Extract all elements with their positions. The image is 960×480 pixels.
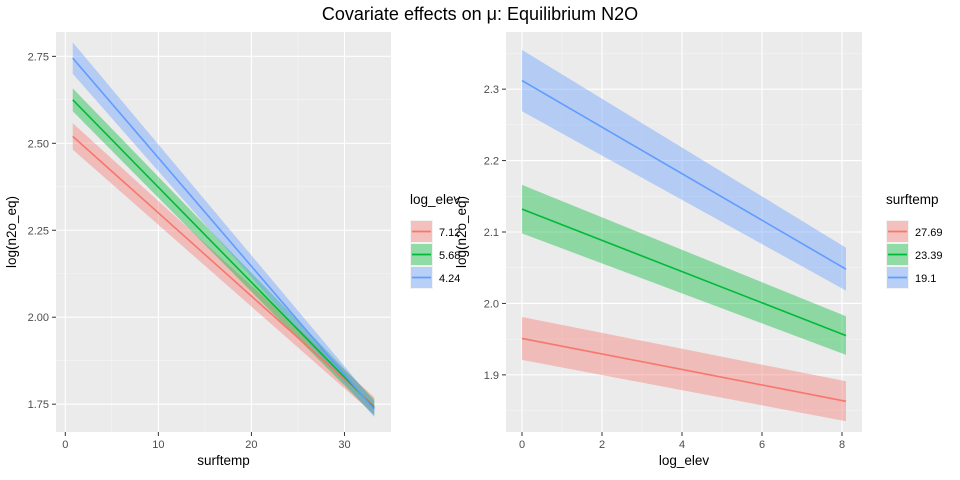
series-line — [72, 135, 375, 407]
confidence-band — [522, 49, 846, 291]
y-tick-label: 2.3 — [484, 84, 499, 96]
x-tick-label: 2 — [599, 439, 605, 451]
plot-area — [72, 42, 375, 418]
x-tick-label: 4 — [679, 439, 685, 451]
y-axis-title: log(n2o_eq) — [4, 196, 19, 268]
x-tick-label: 30 — [338, 439, 350, 451]
y-tick-label: 2.1 — [484, 227, 499, 239]
x-tick-label: 6 — [759, 439, 765, 451]
legend-label: 27.69 — [915, 227, 943, 239]
y-axis-title: log(n2o_eq) — [454, 196, 469, 268]
y-tick-label: 2.2 — [484, 156, 499, 168]
legend-label: 5.68 — [439, 250, 460, 262]
plot-area — [521, 49, 847, 422]
x-tick-label: 20 — [245, 439, 257, 451]
series-line — [521, 79, 847, 270]
legend-label: 7.12 — [439, 227, 460, 239]
y-tick-label: 1.75 — [28, 399, 49, 411]
y-tick-label: 2.50 — [28, 138, 49, 150]
y-tick-label: 2.0 — [484, 298, 499, 310]
confidence-band — [72, 42, 375, 418]
series-line — [72, 99, 375, 409]
confidence-band — [522, 184, 846, 355]
x-tick-label: 10 — [152, 439, 164, 451]
y-tick-label: 2.25 — [28, 225, 49, 237]
y-tick-label: 1.9 — [484, 370, 499, 382]
legend-label: 4.24 — [439, 273, 460, 285]
x-tick-label: 0 — [519, 439, 525, 451]
x-axis-title: log_elev — [659, 453, 710, 468]
confidence-band — [72, 88, 375, 416]
legend-label: 19.1 — [915, 273, 936, 285]
figure-title: Covariate effects on μ: Equilibrium N2O — [321, 4, 639, 24]
series-line — [521, 208, 847, 337]
series-line — [72, 57, 375, 410]
y-tick-label: 2.75 — [28, 51, 49, 63]
legend-label: 23.39 — [915, 250, 943, 262]
x-tick-label: 8 — [839, 439, 845, 451]
confidence-band — [72, 123, 375, 415]
legend-title: surftemp — [886, 192, 939, 207]
x-axis-title: surftemp — [197, 453, 250, 468]
x-tick-label: 0 — [62, 439, 68, 451]
legend-title: log_elev — [410, 192, 461, 207]
y-tick-label: 2.00 — [28, 312, 49, 324]
series-line — [521, 337, 847, 403]
